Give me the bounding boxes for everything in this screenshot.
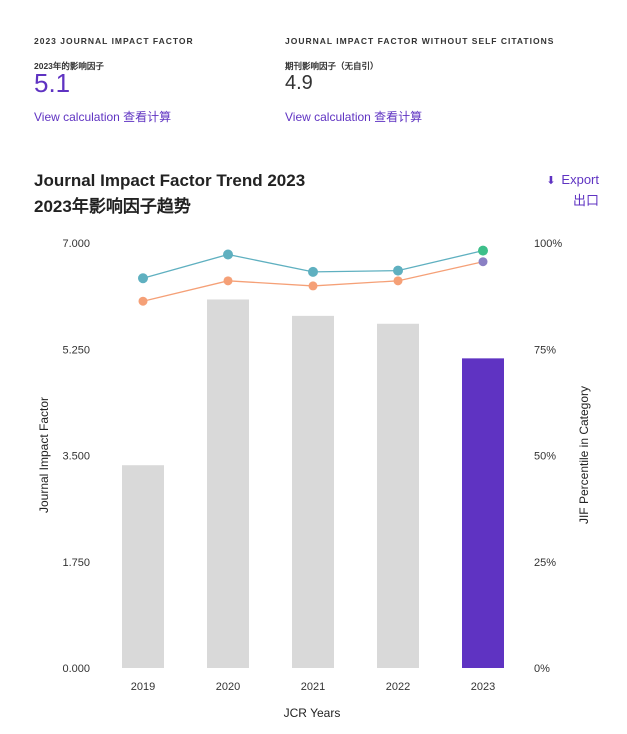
percentile-point-upper-2021[interactable] bbox=[308, 266, 318, 277]
percentile-point-lower-2023[interactable] bbox=[478, 257, 488, 267]
metric-jif-noself-subtitle: 期刊影响因子（无自引） bbox=[285, 61, 379, 71]
x-tick-label: 2021 bbox=[301, 681, 325, 693]
percentile-point-upper-2019[interactable] bbox=[138, 273, 148, 284]
y-tick-label: 1.750 bbox=[62, 557, 90, 569]
bar-2023[interactable] bbox=[462, 358, 504, 668]
x-axis-label: JCR Years bbox=[284, 706, 341, 720]
y2-tick-label: 0% bbox=[534, 663, 550, 675]
export-button[interactable]: ⬇ Export 出口 bbox=[546, 170, 599, 210]
y-tick-label: 5.250 bbox=[62, 344, 90, 356]
percentile-point-lower-2019[interactable] bbox=[138, 296, 148, 306]
metric-jif-noself-value: 4.9 bbox=[285, 72, 313, 94]
x-tick-label: 2022 bbox=[386, 681, 410, 693]
view-calculation-noself-link[interactable]: View calculation 查看计算 bbox=[285, 110, 423, 124]
percentile-point-lower-2020[interactable] bbox=[223, 276, 233, 286]
chart-title-cn: 2023年影响因子趋势 bbox=[34, 197, 191, 216]
metric-jif-eyebrow: 2023 JOURNAL IMPACT FACTOR bbox=[34, 36, 194, 46]
x-tick-label: 2023 bbox=[471, 681, 495, 693]
percentile-point-upper-2020[interactable] bbox=[223, 249, 233, 260]
export-label: Export bbox=[561, 172, 599, 187]
metric-jif-noself: JOURNAL IMPACT FACTOR WITHOUT SELF CITAT… bbox=[285, 36, 554, 125]
y-tick-label: 7.000 bbox=[62, 238, 90, 250]
percentile-point-lower-2021[interactable] bbox=[308, 281, 318, 291]
percentile-point-upper-2023[interactable] bbox=[478, 245, 488, 256]
y2-axis-label: JIF Percentile in Category bbox=[577, 386, 591, 524]
bar-2020[interactable] bbox=[207, 299, 249, 668]
view-calculation-link[interactable]: View calculation 查看计算 bbox=[34, 110, 172, 124]
metric-jif: 2023 JOURNAL IMPACT FACTOR 2023年的影响因子 5.… bbox=[34, 36, 194, 125]
y2-tick-label: 50% bbox=[534, 451, 556, 463]
y2-tick-label: 100% bbox=[534, 238, 562, 250]
download-icon: ⬇ bbox=[546, 175, 556, 187]
metric-jif-subtitle: 2023年的影响因子 bbox=[34, 61, 104, 71]
x-tick-label: 2019 bbox=[131, 681, 155, 693]
y-tick-label: 3.500 bbox=[62, 451, 90, 463]
y-axis-label: Journal Impact Factor bbox=[37, 397, 51, 513]
bar-2022[interactable] bbox=[377, 323, 419, 668]
chart-title-block: Journal Impact Factor Trend 2023 2023年影响… bbox=[34, 168, 305, 220]
y2-tick-label: 25% bbox=[534, 557, 556, 569]
y-tick-label: 0.000 bbox=[62, 663, 90, 675]
export-label-cn: 出口 bbox=[572, 193, 599, 208]
metric-jif-noself-eyebrow: JOURNAL IMPACT FACTOR WITHOUT SELF CITAT… bbox=[285, 36, 555, 46]
percentile-point-upper-2022[interactable] bbox=[393, 265, 403, 276]
percentile-point-lower-2022[interactable] bbox=[393, 276, 403, 286]
metric-jif-value: 5.1 bbox=[34, 68, 71, 98]
chart-title: Journal Impact Factor Trend 2023 bbox=[34, 171, 306, 190]
y2-tick-label: 75% bbox=[534, 344, 556, 356]
x-tick-label: 2020 bbox=[216, 681, 240, 693]
bar-2019[interactable] bbox=[122, 465, 164, 668]
bar-2021[interactable] bbox=[292, 315, 334, 668]
